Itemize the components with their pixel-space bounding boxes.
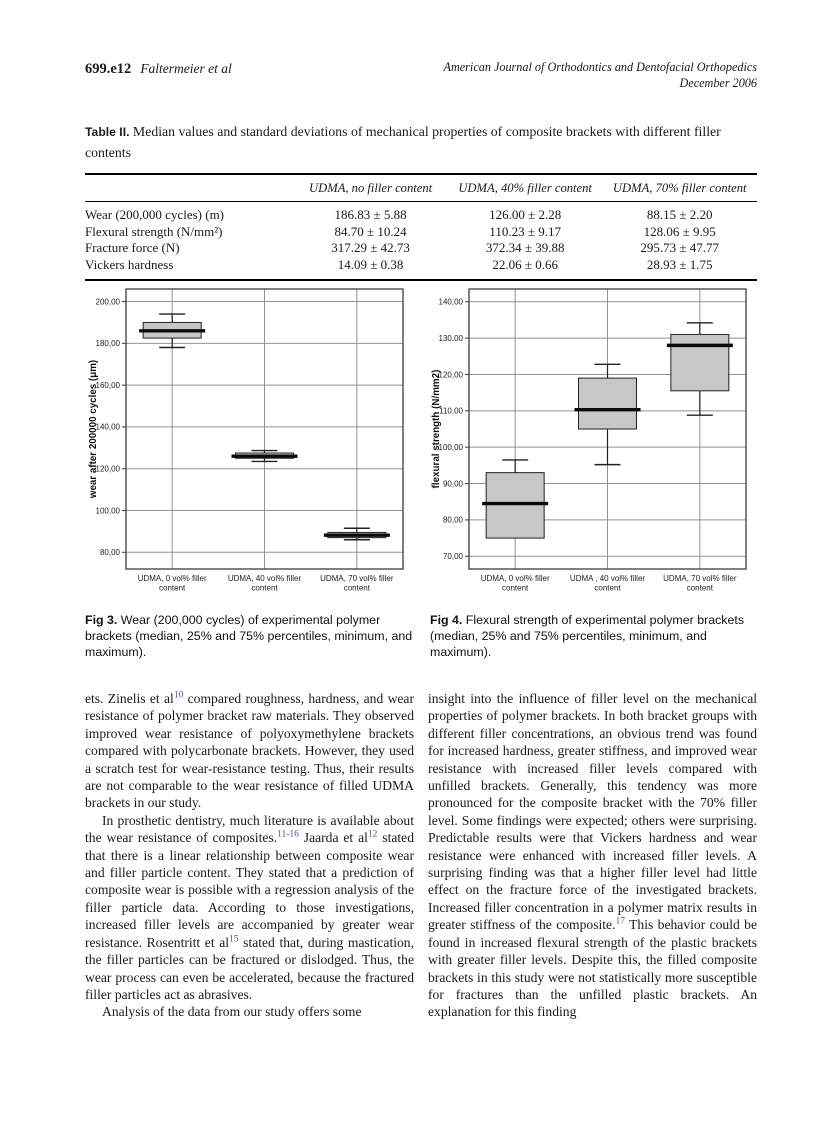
fig4-label: Fig 4.	[430, 613, 463, 627]
svg-text:content: content	[344, 584, 371, 593]
table-row: Vickers hardness 14.09 ± 0.38 22.06 ± 0.66…	[85, 257, 757, 281]
table-row-label: Fracture force (N)	[85, 240, 180, 255]
svg-text:content: content	[159, 584, 186, 593]
table-cell: 22.06 ± 0.66	[492, 256, 558, 272]
table-column-header	[85, 174, 294, 202]
table-2-title-text: Median values and standard deviations of…	[85, 124, 721, 160]
body-paragraph: Analysis of the data from our study offe…	[102, 1004, 362, 1020]
svg-text:90,00: 90,00	[443, 479, 464, 488]
svg-text:UDMA, 0 vol% filler: UDMA, 0 vol% filler	[481, 574, 550, 583]
table-cell: 128.06 ± 9.95	[643, 223, 716, 239]
fig4-caption: Fig 4. Flexural strength of experimental…	[430, 612, 760, 661]
table-column-header: UDMA, no filler content	[293, 174, 448, 202]
table-2-label: Table II.	[85, 125, 130, 139]
svg-text:130,00: 130,00	[439, 334, 464, 343]
journal-issue-date: December 2006	[679, 75, 758, 90]
table-cell: 14.09 ± 0.38	[337, 256, 404, 272]
reference-superscript[interactable]: 17	[615, 916, 626, 927]
svg-text:UDMA, 40 vol% filler: UDMA, 40 vol% filler	[228, 574, 302, 583]
table-header-row: UDMA, no filler content UDMA, 40% filler …	[85, 174, 757, 202]
svg-text:200,00: 200,00	[96, 297, 121, 306]
running-head-left: 699.e12 Faltermeier et al	[85, 60, 232, 78]
svg-text:80,00: 80,00	[100, 548, 121, 557]
fig4-caption-text: Flexural strength of experimental polyme…	[430, 613, 745, 660]
svg-text:140,00: 140,00	[96, 423, 121, 432]
table-cell: 372.34 ± 39.88	[485, 240, 565, 255]
table-2: UDMA, no filler content UDMA, 40% filler …	[85, 173, 757, 281]
table-row-label: Flexural strength (N/mm²)	[85, 223, 223, 239]
table-2-block: Table II. Median values and standard dev…	[85, 122, 757, 281]
svg-text:110,00: 110,00	[439, 407, 463, 416]
running-head-right: American Journal of Orthodontics and Den…	[444, 60, 757, 91]
svg-text:content: content	[687, 584, 714, 593]
table-cell: 28.93 ± 1.75	[646, 256, 713, 272]
svg-text:UDMA, 0 vol% filler: UDMA, 0 vol% filler	[138, 574, 207, 583]
table-row-label: Wear (200,000 cycles) (m)	[85, 207, 225, 222]
table-2-title: Table II. Median values and standard dev…	[85, 122, 757, 162]
reference-superscript[interactable]: 10	[173, 690, 184, 701]
svg-text:content: content	[251, 584, 278, 593]
table-cell: 295.73 ± 47.77	[640, 240, 720, 255]
fig4-flexural-strength-boxplot: 70,00 80,00 90,00 100,00 110,00 120,00 130,00 1…	[431, 288, 747, 593]
fig3-caption-text: Wear (200,000 cycles) of experimental po…	[85, 613, 413, 660]
svg-text:120,00: 120,00	[439, 370, 464, 379]
table-row: Wear (200,000 cycles) (m) 186.83 ± 5.88 12…	[85, 202, 757, 224]
table-row: Flexural strength (N/mm²) 84.70 ± 10.24 11…	[85, 224, 757, 241]
table-cell: 110.23 ± 9.17	[489, 223, 561, 239]
body-paragraph: In prosthetic dentistry, much literature…	[85, 812, 415, 1002]
svg-text:content: content	[594, 584, 621, 593]
svg-text:100,00: 100,00	[439, 443, 464, 452]
svg-text:UDMA, 70 vol% filler: UDMA, 70 vol% filler	[663, 574, 737, 583]
svg-text:180,00: 180,00	[96, 339, 121, 348]
body-paragraph: ets. Zinelis et al10 compared roughness,…	[85, 690, 414, 811]
svg-text:70,00: 70,00	[443, 552, 464, 561]
reference-superscript[interactable]: 12	[367, 829, 378, 840]
fig3-caption: Fig 3. Wear (200,000 cycles) of experime…	[85, 612, 417, 661]
table-column-header: UDMA, 40% filler content	[447, 174, 603, 202]
table-cell: 126.00 ± 2.28	[489, 207, 562, 222]
page-number: 699.e12	[85, 61, 132, 77]
authors: Faltermeier et al	[140, 61, 232, 76]
fig3-wear-boxplot: 80,00 100,00 120,00 140,00 160,00 180,00 200,0…	[88, 288, 404, 593]
journal-title: American Journal of Orthodontics and Den…	[443, 60, 757, 74]
table-cell: 317.29 ± 42.73	[331, 240, 410, 255]
reference-superscript[interactable]: 15	[229, 934, 239, 945]
svg-text:80,00: 80,00	[443, 516, 464, 525]
table-column-header: UDMA, 70% filler content	[602, 174, 757, 202]
table-cell: 84.70 ± 10.24	[334, 223, 407, 239]
table-row: Fracture force (N) 317.29 ± 42.73 372.34 ±…	[85, 240, 757, 257]
svg-text:UDMA , 40 vol% filler: UDMA , 40 vol% filler	[570, 574, 645, 583]
table-cell: 88.15 ± 2.20	[646, 207, 713, 222]
svg-text:100,00: 100,00	[96, 506, 121, 515]
body-column-right: insight into the influence of filler lev…	[428, 690, 757, 1021]
running-head: 699.e12 Faltermeier et al American Journa…	[85, 60, 757, 91]
svg-text:160,00: 160,00	[96, 381, 121, 390]
svg-text:120,00: 120,00	[96, 465, 121, 474]
fig3-label: Fig 3.	[85, 613, 118, 627]
reference-superscript[interactable]: 11-16	[277, 829, 299, 840]
svg-text:140,00: 140,00	[439, 298, 464, 307]
svg-text:content: content	[502, 584, 529, 593]
body-column-left: ets. Zinelis et al10 compared roughness,…	[85, 690, 414, 1021]
svg-text:UDMA, 70 vol% filler: UDMA, 70 vol% filler	[320, 574, 394, 583]
body-paragraph: insight into the influence of filler lev…	[428, 691, 758, 1020]
table-cell: 186.83 ± 5.88	[334, 207, 407, 222]
svg-text:flexural strength (N/mm2): flexural strength (N/mm2)	[431, 370, 442, 489]
svg-text:wear after 200000 cycles (μm): wear after 200000 cycles (μm)	[88, 360, 99, 499]
table-row-label: Vickers hardness	[85, 256, 174, 272]
